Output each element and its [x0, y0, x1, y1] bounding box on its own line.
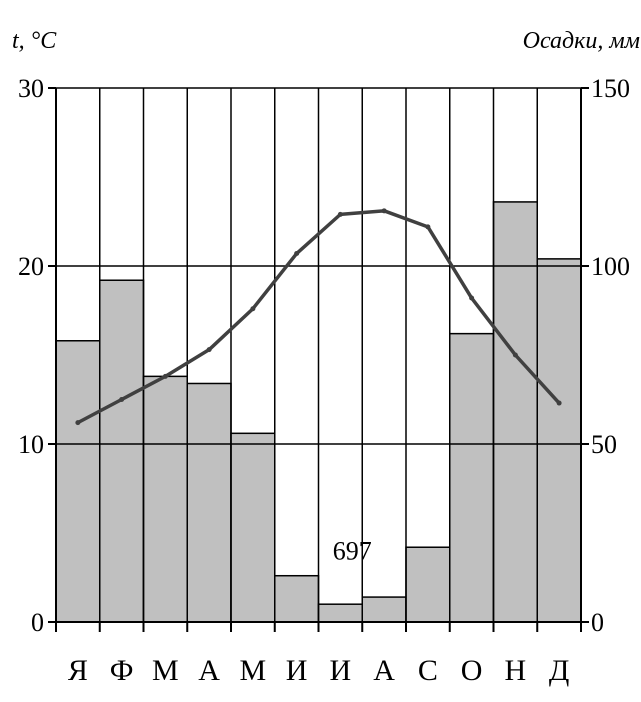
- temperature-point: [294, 251, 300, 257]
- temperature-point: [75, 420, 81, 426]
- month-label: О: [461, 654, 483, 687]
- bars-layer: [55, 201, 582, 623]
- precipitation-bar: [361, 596, 407, 623]
- month-label: И: [330, 654, 352, 687]
- month-label: М: [240, 654, 267, 687]
- temperature-point: [206, 347, 212, 353]
- left-tick-label: 20: [18, 252, 44, 281]
- precipitation-bar: [405, 546, 451, 623]
- precipitation-bar: [449, 332, 495, 623]
- left-axis-label: t, °C: [12, 28, 57, 54]
- precipitation-bar: [317, 603, 363, 623]
- temperature-point: [425, 224, 431, 230]
- month-label: Ф: [110, 654, 134, 687]
- grid-layer: [55, 87, 582, 622]
- month-label: А: [373, 654, 395, 687]
- right-axis-label: Осадки, мм: [523, 28, 640, 54]
- temperature-point: [556, 400, 562, 406]
- month-label: С: [418, 654, 438, 687]
- precipitation-bar: [186, 382, 232, 623]
- precipitation-bar: [536, 258, 582, 623]
- temperature-point: [381, 208, 387, 214]
- temperature-point: [469, 295, 475, 301]
- precipitation-bar: [142, 375, 188, 623]
- precipitation-bar: [492, 201, 538, 623]
- month-label: Я: [68, 654, 88, 687]
- precipitation-bar: [274, 574, 320, 623]
- right-tick-label: 50: [591, 430, 617, 459]
- precipitation-bar: [230, 432, 276, 623]
- month-label: Н: [505, 654, 527, 687]
- temperature-point: [512, 352, 518, 358]
- precipitation-bar: [55, 340, 101, 623]
- left-tick-label: 10: [18, 430, 44, 459]
- month-label: А: [198, 654, 220, 687]
- temperature-point: [250, 306, 256, 312]
- month-label: Д: [549, 654, 569, 687]
- right-tick-label: 0: [591, 608, 604, 637]
- month-label: М: [152, 654, 179, 687]
- line-layer: [75, 208, 562, 426]
- right-tick-label: 100: [591, 252, 630, 281]
- temperature-line: [77, 209, 561, 425]
- right-tick-label: 150: [591, 74, 630, 103]
- month-label: И: [286, 654, 308, 687]
- temperature-point: [162, 373, 168, 379]
- temperature-point: [337, 211, 343, 217]
- left-tick-label: 0: [31, 608, 44, 637]
- annual-precipitation-label: 697: [333, 537, 372, 566]
- left-tick-label: 30: [18, 74, 44, 103]
- precipitation-bar: [99, 279, 145, 623]
- temperature-point: [119, 397, 125, 402]
